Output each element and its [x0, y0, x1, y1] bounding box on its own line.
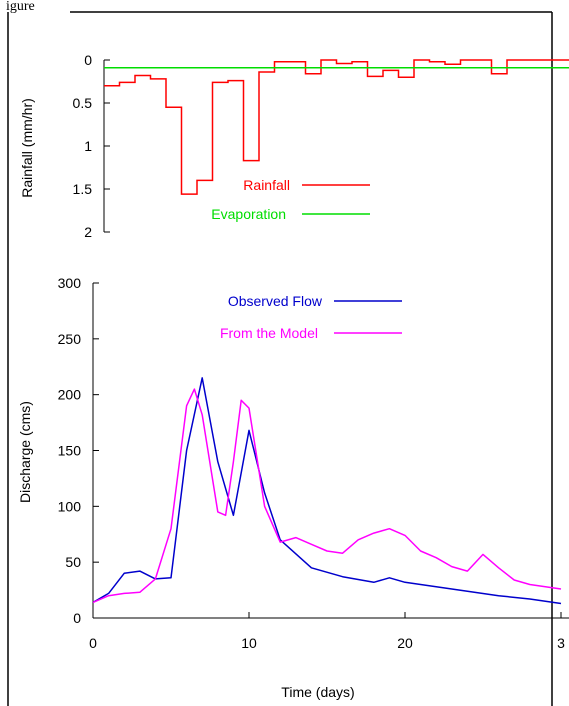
rainfall-series-rainfall: [104, 59, 569, 195]
rainfall-y-tick-label-1: 0.5: [73, 95, 93, 111]
rainfall-y-axis-label: Rainfall (mm/hr): [19, 98, 35, 198]
discharge-y-tick-label-1: 50: [65, 554, 81, 570]
discharge-y-ticks: 0 50 100 150 200 250 300: [58, 275, 99, 626]
rainfall-y-tick-label-0: 0: [84, 52, 92, 68]
discharge-y-tick-label-0: 0: [73, 610, 81, 626]
discharge-x-tick-label-1: 10: [241, 635, 257, 651]
rainfall-panel: 0 0.5 1 1.5 2 Rainfall (mm/hr) Rainfall Evap…: [19, 52, 569, 240]
discharge-y-tick-label-4: 200: [58, 387, 82, 403]
discharge-y-tick-label-3: 150: [58, 443, 82, 459]
discharge-x-axis-label: Time (days): [281, 684, 354, 700]
discharge-panel: 0 50 100 150 200 250 300 0 10 20 3 Discharge (cms…: [17, 275, 569, 700]
discharge-legend: Observed Flow From the Model: [220, 293, 402, 341]
discharge-y-axis-label: Discharge (cms): [17, 401, 33, 503]
discharge-y-tick-label-5: 250: [58, 331, 82, 347]
discharge-y-tick-label-2: 100: [58, 498, 82, 514]
discharge-x-ticks: 0 10 20 3: [89, 612, 565, 651]
rainfall-y-tick-label-3: 1.5: [73, 181, 93, 197]
rainfall-series-group: [104, 59, 569, 195]
legend-rainfall-label: Rainfall: [243, 177, 290, 193]
discharge-x-tick-label-3: 3: [557, 635, 565, 651]
discharge-series-group: [92, 377, 562, 605]
figure-caption: igure: [6, 0, 35, 14]
rainfall-y-ticks: 0 0.5 1 1.5 2: [73, 52, 110, 240]
legend-evaporation-label: Evaporation: [211, 206, 286, 222]
rainfall-y-tick-label-4: 2: [84, 224, 92, 240]
discharge-series-from-the-model: [92, 388, 562, 604]
rainfall-legend: Rainfall Evaporation: [211, 177, 370, 222]
discharge-series-observed-flow: [92, 377, 562, 605]
discharge-x-tick-label-0: 0: [89, 635, 97, 651]
legend-observed-flow-label: Observed Flow: [228, 293, 323, 309]
legend-model-label: From the Model: [220, 325, 318, 341]
discharge-x-tick-label-2: 20: [397, 635, 413, 651]
discharge-y-tick-label-6: 300: [58, 275, 82, 291]
rainfall-y-tick-label-2: 1: [84, 138, 92, 154]
